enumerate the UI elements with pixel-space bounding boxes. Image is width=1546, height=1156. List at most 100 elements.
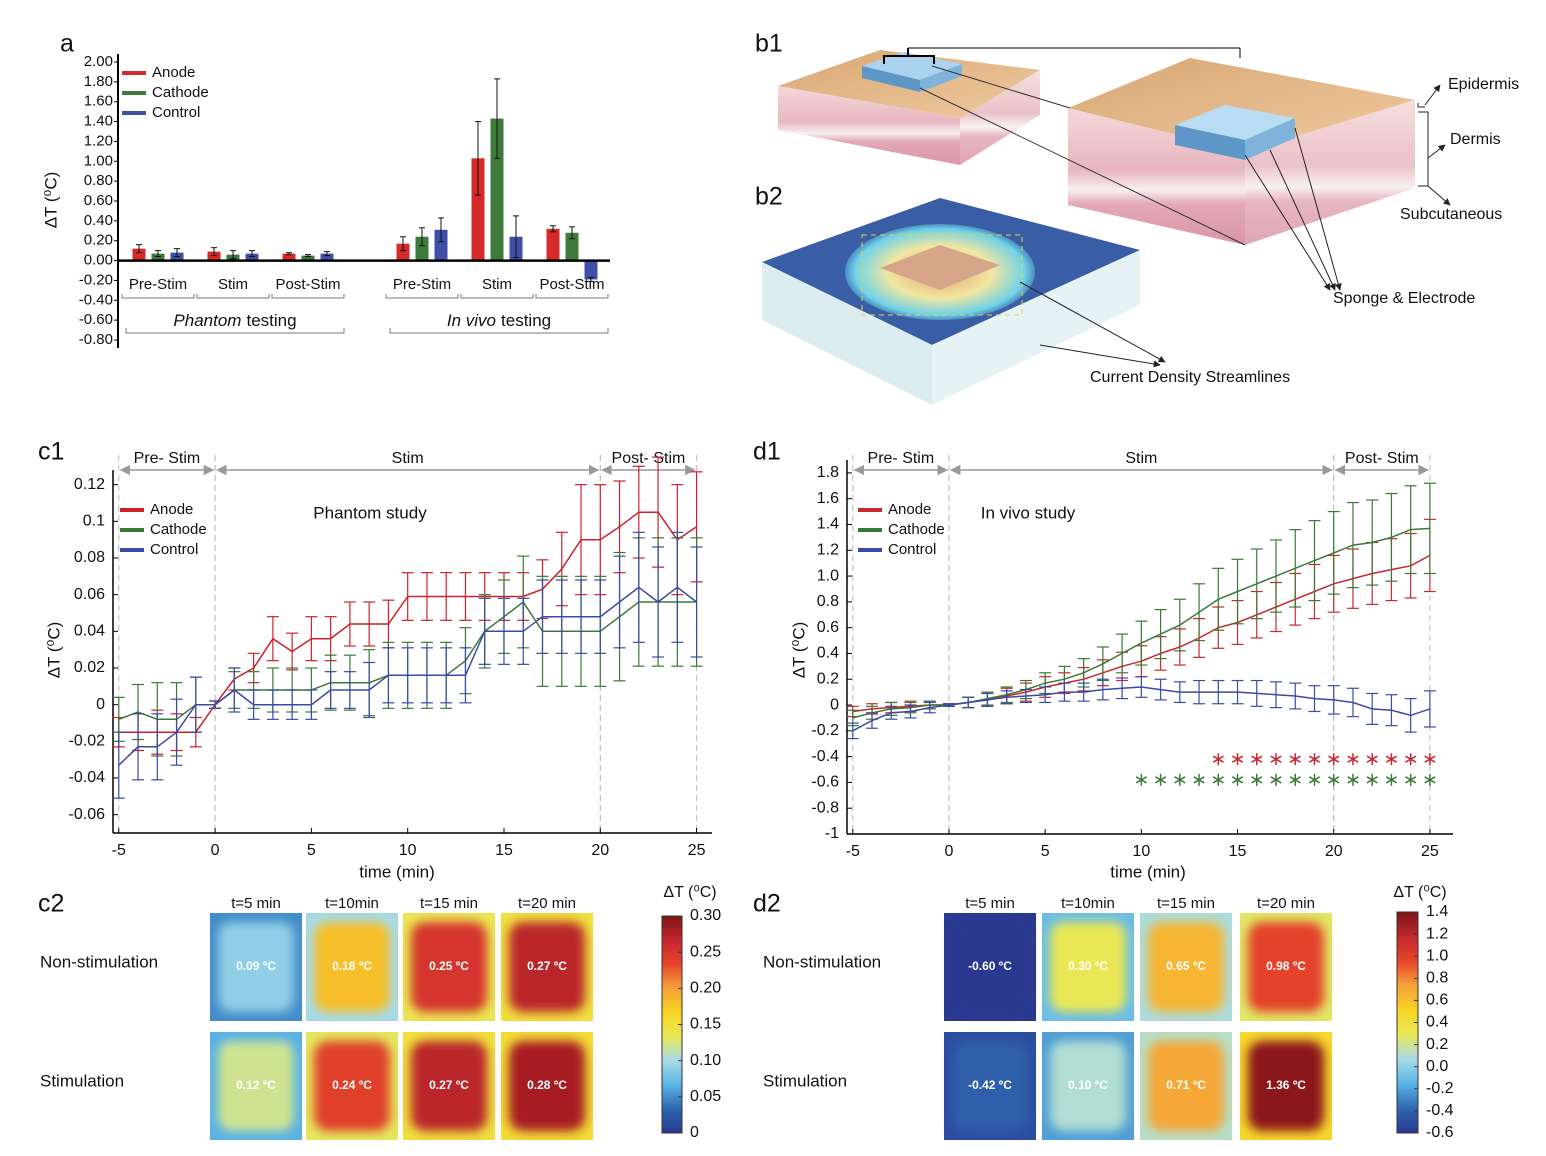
electrode [1175, 125, 1245, 160]
star-spoke [1424, 776, 1436, 784]
tile-value: 0.27 ºC [429, 1078, 469, 1092]
y-tick-label: 0.1 [83, 513, 105, 530]
annotation: Phantom study [313, 503, 427, 522]
heat-tile [501, 913, 593, 1021]
colorbar-tick-label: 0.20 [690, 980, 721, 997]
tile-value: 0.12 ºC [236, 1078, 276, 1092]
legend-label: Anode [150, 501, 193, 518]
y-tick-label: 0.02 [74, 659, 105, 676]
x-tick-label: 10 [399, 842, 417, 859]
bar [301, 255, 315, 261]
tile-core [1248, 1041, 1324, 1131]
y-tick-label: 0 [830, 696, 839, 713]
significance-star [1270, 773, 1282, 786]
bar [415, 236, 429, 261]
legend-label: Anode [888, 501, 931, 518]
y-tick-label: -0.8 [811, 799, 839, 816]
electrode [1175, 105, 1295, 140]
panel-label: d2 [753, 890, 781, 918]
y-tick-label: 1.0 [817, 567, 839, 584]
skin-side [1245, 100, 1415, 245]
y-tick-label: 0.20 [84, 232, 113, 249]
column-label: t=20 min [1257, 895, 1315, 912]
star-spoke [1385, 755, 1398, 763]
zoom-box [861, 234, 1023, 316]
y-tick-label: 1.20 [84, 132, 113, 149]
leader [1294, 127, 1342, 291]
y-tick-label: 0.12 [74, 476, 105, 493]
electrode [920, 64, 962, 92]
colorbar-tick-label: -0.6 [1426, 1124, 1454, 1141]
tile-core [1248, 922, 1324, 1012]
leader [1244, 154, 1331, 291]
tile-value: 0.30 ºC [1068, 959, 1108, 973]
y-tick-label: 1.2 [817, 541, 839, 558]
star-spoke [1231, 776, 1244, 784]
skin-side [778, 86, 960, 165]
x-tick-label: -5 [846, 843, 860, 860]
series-line [118, 586, 698, 766]
x-tick-label: 20 [1325, 843, 1343, 860]
y-tick-label: -0.40 [79, 291, 113, 308]
star-spoke [1135, 776, 1147, 784]
significance-star [1308, 753, 1321, 766]
row-label: Stimulation [40, 1071, 124, 1090]
y-tick-label: 0.8 [817, 593, 839, 610]
heat-tile [403, 913, 495, 1021]
bar [320, 253, 334, 261]
leader [1019, 281, 1166, 363]
star-spoke [1251, 776, 1263, 784]
tile-core [1148, 1041, 1224, 1131]
panel-label: c1 [38, 438, 64, 466]
y-tick-label: 0.60 [84, 192, 113, 209]
group-label-rest: testing [246, 311, 296, 330]
column-label: t=15 min [1157, 895, 1215, 912]
bracket [125, 328, 345, 334]
tile-core [952, 1041, 1028, 1131]
star-spoke [1366, 755, 1378, 763]
x-axis-label: time (min) [1110, 862, 1186, 881]
tile-core [509, 922, 585, 1012]
phase-label: Stim [392, 450, 424, 467]
significance-star [1193, 773, 1205, 786]
y-tick-label: 0.2 [817, 670, 839, 687]
tile-core [1050, 922, 1126, 1012]
colorbar-tick-label: 0.25 [690, 943, 721, 960]
heat-tile [306, 913, 398, 1021]
column-label: t=15 min [420, 895, 478, 912]
significance-star [1135, 773, 1147, 786]
tile-core [952, 922, 1028, 1012]
phase-label: Pre- Stim [868, 450, 935, 467]
bar [396, 243, 410, 261]
colorbar-tick-label: 1.0 [1426, 947, 1448, 964]
star-spoke [1174, 776, 1186, 784]
x-tick-label: 15 [495, 842, 513, 859]
star-spoke [1155, 776, 1167, 784]
heat-tile [1042, 913, 1134, 1021]
significance-star [1289, 773, 1301, 786]
y-tick-label: 1.80 [84, 73, 113, 90]
leader [1039, 344, 1161, 368]
bar [471, 158, 485, 261]
star-spoke [1308, 776, 1321, 784]
heat-tile [1042, 1032, 1134, 1140]
legend-label: Anode [152, 64, 195, 81]
y-tick-label: -0.60 [79, 311, 113, 328]
phase-label: Stim [1125, 450, 1157, 467]
annotation: In vivo study [981, 503, 1076, 522]
tile-value: 0.18 ºC [332, 959, 372, 973]
electrode [862, 52, 962, 80]
bar [434, 229, 448, 261]
bar [132, 248, 146, 261]
star-spoke [1212, 755, 1224, 763]
category-label: Stim [482, 276, 512, 293]
star-spoke [1405, 755, 1417, 763]
x-tick-label: 5 [307, 842, 316, 859]
y-tick-label: 0.08 [74, 549, 105, 566]
colorbar-tick-label: 0.8 [1426, 970, 1448, 987]
leader [1269, 149, 1336, 291]
tile-value: -0.42 ºC [968, 1078, 1012, 1092]
tile-core [314, 1041, 390, 1131]
x-tick-label: 10 [1132, 843, 1150, 860]
tile-value: 0.98 ºC [1266, 959, 1306, 973]
